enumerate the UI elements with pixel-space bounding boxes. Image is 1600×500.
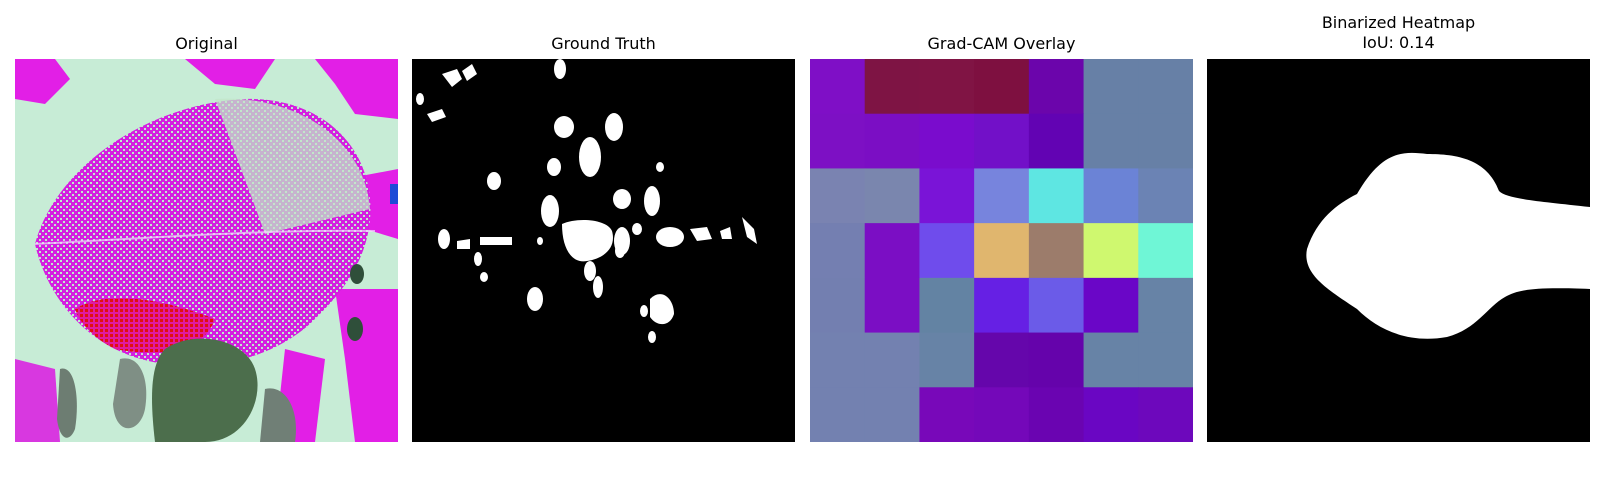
gradcam-cell: [810, 332, 866, 388]
gradcam-cell: [1083, 59, 1139, 115]
gradcam-cell: [1138, 277, 1193, 334]
iou-score: IoU: 0.14: [1362, 33, 1435, 52]
gradcam-cell: [919, 113, 975, 169]
gradcam-cell: [1028, 168, 1085, 224]
gradcam-overlay: [810, 59, 1193, 442]
gradcam-cell: [919, 168, 975, 224]
gradcam-cell: [1083, 332, 1139, 388]
gradcam-cell: [974, 168, 1030, 224]
gradcam-cell: [864, 59, 920, 115]
gradcam-cell: [919, 59, 975, 115]
gradcam-cell: [919, 387, 975, 442]
original-image: [15, 59, 398, 442]
gradcam-cell: [1083, 168, 1139, 224]
gradcam-cell: [1138, 387, 1193, 442]
gradcam-cell: [864, 387, 920, 442]
gradcam-cell: [864, 332, 920, 388]
gradcam-cell: [810, 223, 866, 279]
gradcam-cell: [974, 223, 1030, 279]
gradcam-cell: [974, 113, 1030, 169]
gradcam-cell: [1083, 113, 1139, 169]
gradcam-cell: [974, 332, 1030, 388]
ground-truth-mask: [412, 59, 795, 442]
gradcam-cell: [974, 277, 1030, 334]
original-image-drawing: [15, 59, 398, 442]
gradcam-cell: [1028, 332, 1085, 388]
gradcam-cell: [864, 113, 920, 169]
gradcam-cell: [864, 223, 920, 279]
gradcam-cell: [1028, 277, 1085, 334]
gradcam-cell: [919, 332, 975, 388]
gradcam-cell: [864, 168, 920, 224]
gradcam-cell: [974, 387, 1030, 442]
gradcam-cell: [974, 59, 1030, 115]
gradcam-cell: [919, 277, 975, 334]
gradcam-cell: [1083, 277, 1139, 334]
gradcam-cell: [1138, 59, 1193, 115]
gradcam-cell: [919, 223, 975, 279]
gradcam-cell: [1028, 387, 1085, 442]
binarized-heatmap-drawing: [1207, 59, 1590, 442]
gradcam-overlay-title: Grad-CAM Overlay: [927, 34, 1076, 53]
gradcam-cell: [1138, 168, 1193, 224]
binarized-heatmap-title: Binarized Heatmap IoU: 0.14: [1207, 13, 1590, 53]
gradcam-cell: [810, 113, 866, 169]
gradcam-cell: [1138, 113, 1193, 169]
gradcam-cell: [1028, 59, 1085, 115]
gradcam-cell: [1028, 113, 1085, 169]
gradcam-cell: [810, 59, 866, 115]
original-title: Original: [175, 34, 238, 53]
gradcam-cell: [810, 277, 866, 334]
gradcam-grid: [810, 59, 1193, 442]
gradcam-cell: [1083, 387, 1139, 442]
gradcam-cell: [1138, 223, 1193, 279]
binarized-heatmap: [1207, 59, 1590, 442]
gradcam-cell: [1083, 223, 1139, 279]
gradcam-cell: [1028, 223, 1085, 279]
binarized-heatmap-title-text: Binarized Heatmap: [1321, 13, 1476, 32]
gradcam-cell: [810, 387, 866, 442]
gradcam-cell: [1138, 332, 1193, 388]
ground-truth-title: Ground Truth: [551, 34, 656, 53]
ground-truth-drawing: [412, 59, 795, 442]
binarized-region: [1306, 152, 1590, 339]
gradcam-cell: [810, 168, 866, 224]
gradcam-cell: [864, 277, 920, 334]
